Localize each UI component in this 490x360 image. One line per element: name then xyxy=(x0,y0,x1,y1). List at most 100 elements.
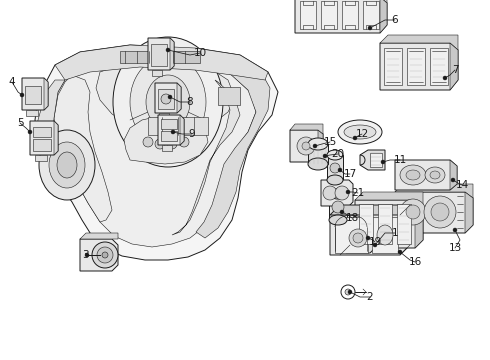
Text: 5: 5 xyxy=(17,118,24,128)
Ellipse shape xyxy=(92,242,118,268)
Ellipse shape xyxy=(368,26,372,30)
Polygon shape xyxy=(172,80,240,235)
Ellipse shape xyxy=(308,158,328,170)
Polygon shape xyxy=(80,239,118,271)
Polygon shape xyxy=(44,78,48,110)
Ellipse shape xyxy=(381,160,385,164)
Ellipse shape xyxy=(443,76,447,80)
Ellipse shape xyxy=(348,290,352,294)
Bar xyxy=(25,86,41,104)
Polygon shape xyxy=(148,38,174,70)
Ellipse shape xyxy=(451,178,455,182)
Polygon shape xyxy=(300,1,316,29)
Text: 12: 12 xyxy=(355,129,368,139)
Polygon shape xyxy=(380,0,387,33)
Ellipse shape xyxy=(345,289,351,295)
Polygon shape xyxy=(397,204,411,244)
Polygon shape xyxy=(415,200,423,248)
Polygon shape xyxy=(430,48,448,85)
Ellipse shape xyxy=(20,93,24,97)
Bar xyxy=(120,51,200,63)
Ellipse shape xyxy=(425,167,445,183)
Polygon shape xyxy=(290,130,323,162)
Ellipse shape xyxy=(327,150,343,160)
Ellipse shape xyxy=(130,56,206,148)
Polygon shape xyxy=(360,150,385,170)
Polygon shape xyxy=(308,144,328,164)
Bar xyxy=(35,155,47,161)
Ellipse shape xyxy=(323,154,327,158)
Polygon shape xyxy=(450,43,458,90)
Text: 4: 4 xyxy=(9,77,15,87)
Polygon shape xyxy=(80,233,118,239)
Polygon shape xyxy=(372,217,398,253)
Ellipse shape xyxy=(49,142,85,188)
Polygon shape xyxy=(330,205,410,215)
Bar xyxy=(33,127,51,137)
Polygon shape xyxy=(327,155,343,180)
Ellipse shape xyxy=(166,48,170,52)
Polygon shape xyxy=(335,217,368,253)
Polygon shape xyxy=(380,43,458,90)
Polygon shape xyxy=(355,192,423,206)
Ellipse shape xyxy=(373,243,377,247)
Polygon shape xyxy=(54,75,112,222)
Ellipse shape xyxy=(431,203,449,221)
Ellipse shape xyxy=(338,168,342,172)
Ellipse shape xyxy=(113,37,223,167)
Polygon shape xyxy=(54,121,58,155)
Bar xyxy=(148,117,208,135)
Polygon shape xyxy=(170,38,174,70)
Ellipse shape xyxy=(366,236,370,240)
Polygon shape xyxy=(321,180,353,206)
Polygon shape xyxy=(329,194,347,220)
Ellipse shape xyxy=(179,137,189,147)
Ellipse shape xyxy=(406,205,420,219)
Polygon shape xyxy=(177,83,181,113)
Polygon shape xyxy=(384,48,402,85)
Polygon shape xyxy=(359,204,373,244)
Polygon shape xyxy=(30,121,58,155)
Ellipse shape xyxy=(338,120,382,144)
Polygon shape xyxy=(35,80,65,165)
Text: 21: 21 xyxy=(351,188,365,198)
Ellipse shape xyxy=(453,228,457,232)
Polygon shape xyxy=(96,60,235,132)
Polygon shape xyxy=(465,192,473,233)
Ellipse shape xyxy=(400,199,426,225)
Bar xyxy=(161,119,177,129)
Text: 13: 13 xyxy=(448,243,462,253)
Polygon shape xyxy=(407,48,425,85)
Ellipse shape xyxy=(297,137,315,155)
Polygon shape xyxy=(363,1,379,29)
Bar xyxy=(26,110,38,116)
Bar xyxy=(152,70,162,76)
Ellipse shape xyxy=(57,152,77,178)
Polygon shape xyxy=(355,200,423,248)
Text: 19: 19 xyxy=(368,237,382,247)
Bar xyxy=(218,87,240,105)
Polygon shape xyxy=(395,184,473,198)
Ellipse shape xyxy=(335,186,349,200)
Ellipse shape xyxy=(329,215,347,225)
Text: 10: 10 xyxy=(194,48,207,58)
Polygon shape xyxy=(196,60,270,238)
Ellipse shape xyxy=(330,163,340,173)
Polygon shape xyxy=(22,78,48,110)
Ellipse shape xyxy=(346,190,350,194)
Ellipse shape xyxy=(171,130,175,134)
Text: 15: 15 xyxy=(323,137,337,147)
Ellipse shape xyxy=(340,210,344,214)
Ellipse shape xyxy=(400,165,426,185)
Text: 7: 7 xyxy=(452,65,458,75)
Polygon shape xyxy=(321,1,337,29)
Bar xyxy=(33,139,51,151)
Polygon shape xyxy=(380,35,458,50)
Ellipse shape xyxy=(323,186,337,200)
Ellipse shape xyxy=(85,253,89,257)
Text: 9: 9 xyxy=(189,129,196,139)
Ellipse shape xyxy=(143,137,153,147)
Polygon shape xyxy=(330,205,410,255)
Polygon shape xyxy=(295,0,387,3)
Ellipse shape xyxy=(329,189,347,199)
